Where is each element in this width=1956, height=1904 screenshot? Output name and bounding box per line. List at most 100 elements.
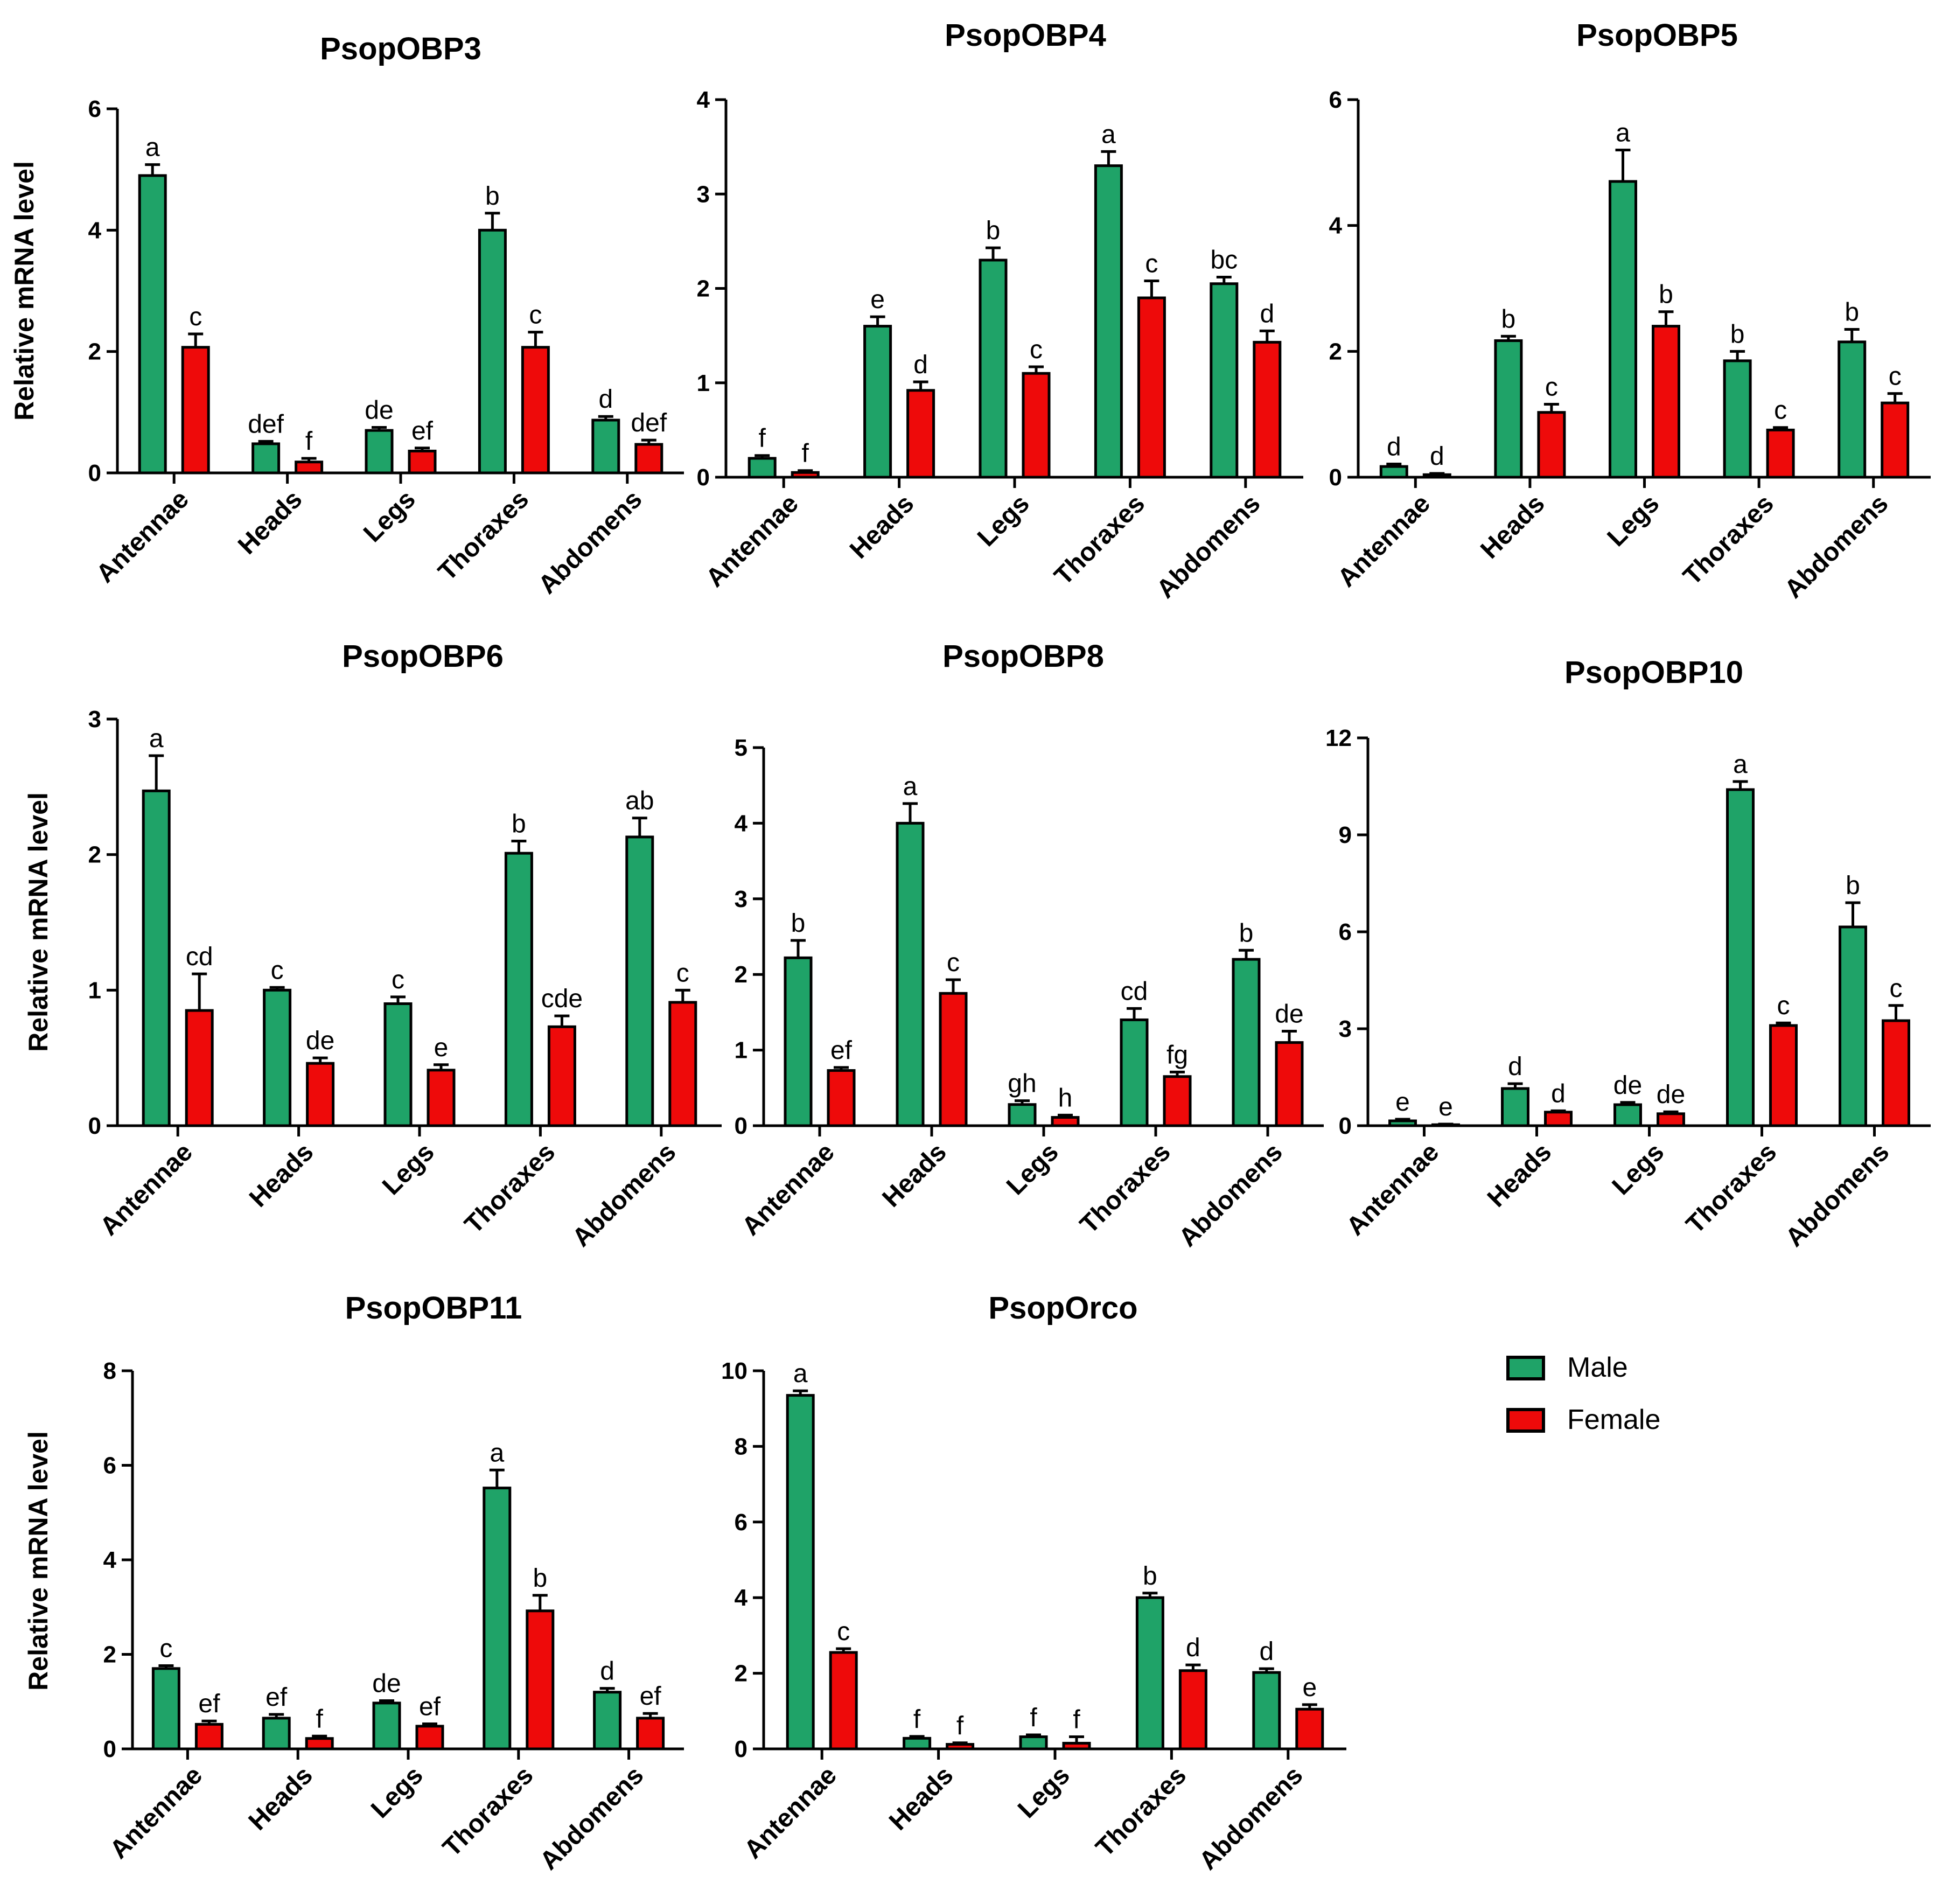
bar-male-thoraxes (1120, 1018, 1149, 1127)
significance-letter: b (986, 217, 1001, 245)
legend-label-male: Male (1567, 1352, 1628, 1383)
x-tick-label: Heads (884, 1761, 959, 1836)
significance-letter: ef (266, 1683, 288, 1712)
significance-letter: c (529, 301, 542, 330)
bar-male-abdomens (591, 419, 620, 475)
significance-letter: de (1275, 1000, 1303, 1029)
significance-letter: b (1143, 1562, 1157, 1591)
significance-letter: e (870, 285, 885, 314)
significance-letter: ef (640, 1682, 662, 1711)
bar-male-abdomens (1839, 925, 1867, 1127)
panel-title: PsopOBP8 (942, 639, 1104, 674)
bar-female-abdomens (634, 443, 663, 475)
y-axis-label: Relative mRNA level (23, 792, 53, 1052)
x-tick-label: Thoraxes (437, 1761, 539, 1862)
bar-female-heads (1537, 411, 1566, 479)
y-tick-label: 10 (721, 1358, 748, 1384)
bar-female-heads (939, 992, 968, 1127)
panel-psopobp10: PsopOBP10 e e Antennae dd Heads de de Legs a c Thor… (1325, 655, 1931, 1252)
bar-male-antennae (786, 1394, 815, 1750)
y-tick-label: 0 (697, 464, 710, 491)
bar-male-legs (1019, 1735, 1048, 1750)
x-tick-label: Antennae (739, 1761, 842, 1864)
significance-letter: d (600, 1657, 614, 1686)
x-tick-label: Heads (1482, 1138, 1557, 1212)
y-tick-label: 2 (735, 1661, 748, 1687)
y-tick-label: 0 (103, 1736, 116, 1762)
x-tick-label: Antennae (701, 489, 804, 592)
significance-letter: a (903, 772, 918, 801)
bar-male-antennae (1379, 465, 1408, 479)
significance-letter: b (1845, 298, 1859, 326)
y-tick-label: 6 (88, 96, 101, 122)
bar-male-heads (896, 821, 925, 1127)
bar-male-heads (1501, 1087, 1529, 1127)
significance-letter: e (1302, 1673, 1317, 1702)
y-tick-label: 3 (735, 886, 748, 912)
x-tick-label: Abdomens (1151, 489, 1266, 604)
significance-letter: d (1186, 1634, 1200, 1662)
y-tick-label: 2 (697, 276, 710, 302)
bar-female-thoraxes (526, 1609, 555, 1750)
panel-psoporco: PsopOrco a c Antennae f f Heads f f Legs b d Thoraxe… (721, 1291, 1346, 1875)
y-tick-label: 4 (735, 810, 748, 836)
bar-male-thoraxes (1135, 1596, 1164, 1750)
significance-letter: d (1260, 299, 1274, 328)
y-tick-label: 9 (1339, 822, 1352, 848)
significance-letter: c (1889, 362, 1902, 391)
panel-title: PsopOrco (988, 1291, 1137, 1326)
bar-female-abdomens (1275, 1041, 1304, 1127)
significance-letter: cde (541, 985, 583, 1013)
x-tick-label: Heads (877, 1138, 952, 1212)
bar-male-thoraxes (504, 852, 533, 1127)
x-tick-label: Heads (233, 485, 308, 560)
y-tick-label: 8 (735, 1433, 748, 1460)
significance-letter: e (434, 1034, 449, 1062)
significance-letter: ab (625, 787, 654, 815)
bar-female-thoraxes (1137, 296, 1166, 479)
y-tick-label: 0 (1339, 1113, 1352, 1139)
significance-letter: c (1030, 336, 1043, 364)
significance-letter: c (1774, 396, 1787, 425)
x-tick-label: Antennae (104, 1761, 208, 1864)
x-tick-label: Abdomens (567, 1138, 682, 1252)
legend-swatch-female (1506, 1408, 1545, 1433)
significance-letter: ef (411, 417, 434, 445)
bar-male-heads (252, 442, 281, 475)
bar-male-heads (863, 325, 892, 479)
bar-female-heads (906, 389, 935, 479)
x-tick-label: Heads (1475, 489, 1550, 564)
x-tick-label: Legs (1602, 489, 1665, 552)
bar-female-abdomens (1881, 401, 1910, 479)
significance-letter: d (913, 351, 928, 379)
bar-female-heads (306, 1062, 335, 1127)
y-tick-label: 2 (88, 842, 101, 868)
y-tick-label: 0 (88, 1113, 101, 1139)
y-tick-label: 4 (103, 1547, 117, 1573)
bar-female-thoraxes (1178, 1669, 1207, 1750)
significance-letter: cd (1121, 977, 1148, 1006)
significance-letter: gh (1008, 1070, 1036, 1098)
y-tick-label: 8 (103, 1358, 116, 1384)
panel-title: PsopOBP11 (345, 1291, 522, 1326)
bar-male-antennae (138, 174, 167, 475)
x-tick-label: Antennae (91, 485, 194, 588)
bar-female-legs (1022, 372, 1051, 479)
significance-letter: c (837, 1617, 850, 1646)
significance-letter: a (490, 1439, 504, 1467)
significance-letter: c (947, 948, 960, 977)
significance-letter: c (271, 956, 284, 985)
bar-female-antennae (185, 1009, 214, 1127)
y-tick-label: 6 (735, 1509, 748, 1536)
y-tick-label: 0 (88, 460, 101, 486)
y-tick-label: 6 (1339, 919, 1352, 945)
significance-letter: de (365, 396, 393, 425)
x-tick-label: Abdomens (535, 1761, 649, 1875)
x-tick-label: Abdomens (533, 485, 648, 599)
bar-male-legs (1008, 1103, 1037, 1127)
x-tick-label: Legs (1001, 1138, 1064, 1201)
y-tick-label: 1 (697, 370, 710, 396)
y-tick-label: 0 (735, 1736, 748, 1762)
